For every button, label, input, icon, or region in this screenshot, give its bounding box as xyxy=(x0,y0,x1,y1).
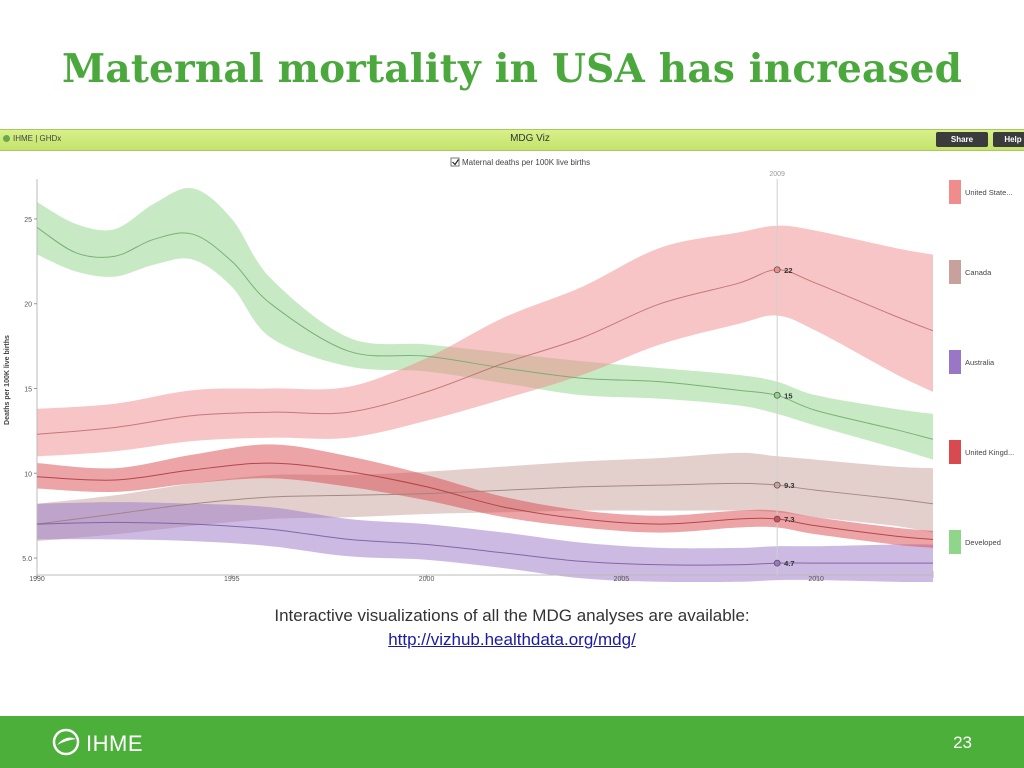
legend-label-united-state[interactable]: United State... xyxy=(965,188,1013,197)
ihme-ghdx-brand[interactable]: IHME | GHDx xyxy=(3,134,61,143)
legend-label-developed[interactable]: Developed xyxy=(965,538,1001,547)
data-label: 7.3 xyxy=(784,515,794,524)
data-point-australia[interactable] xyxy=(773,559,781,567)
x-tick-label: 1990 xyxy=(29,576,45,582)
share-button[interactable]: Share xyxy=(936,132,988,147)
footer-logo-text: IHME xyxy=(86,731,143,756)
x-tick-label: 1995 xyxy=(224,576,240,582)
highlight-year-label: 2009 xyxy=(769,171,785,178)
legend-swatch-developed[interactable] xyxy=(949,530,961,554)
series-lines xyxy=(36,226,934,566)
brand-text: IHME | GHDx xyxy=(13,134,62,143)
viz-toolbar: IHME | GHDx MDG Viz Share Help xyxy=(0,129,1024,151)
legend-swatch-canada[interactable] xyxy=(949,260,961,284)
data-label: 15 xyxy=(784,391,792,400)
legend-swatch-united-state[interactable] xyxy=(949,180,961,204)
x-tick-label: 2000 xyxy=(419,576,435,582)
legend-swatch-australia[interactable] xyxy=(949,350,961,374)
highlight-markers[interactable]: 22 9.3 4.7 7.3 15 xyxy=(773,266,795,568)
caption: Interactive visualizations of all the MD… xyxy=(0,606,1024,650)
footer-bar: IHME 23 xyxy=(0,716,1024,768)
ihme-leaf-icon xyxy=(3,135,10,143)
legend[interactable]: United State... Canada Australia United Kin… xyxy=(949,180,1014,554)
data-label: 9.3 xyxy=(784,481,794,490)
line-developed xyxy=(36,226,934,440)
y-tick-label: 15 xyxy=(24,386,32,393)
metric-title: Maternal deaths per 100K live births xyxy=(462,158,590,167)
data-point-canada[interactable] xyxy=(773,481,781,489)
y-tick-label: 20 xyxy=(24,302,32,309)
legend-label-united-kingd[interactable]: United Kingd... xyxy=(965,448,1014,457)
data-point-united-state[interactable] xyxy=(773,266,781,274)
data-point-united-kingd[interactable] xyxy=(773,515,781,523)
line-united-kingd xyxy=(36,462,934,540)
y-tick-label: 5.0 xyxy=(22,556,32,563)
band-australia xyxy=(37,502,933,582)
y-tick-label: 10 xyxy=(24,471,32,478)
caption-text: Interactive visualizations of all the MD… xyxy=(274,606,750,625)
chart[interactable]: 5.0 10 15 20 25 1990 1995 2000 2005 2010 Deaths pe… xyxy=(0,150,1024,582)
check-icon xyxy=(452,159,459,166)
x-tick-label: 2010 xyxy=(808,576,824,582)
ihme-logo-icon xyxy=(52,728,80,756)
line-canada xyxy=(36,482,934,525)
data-label: 4.7 xyxy=(784,559,794,568)
confidence-bands xyxy=(37,188,933,582)
band-developed xyxy=(37,188,933,460)
data-point-developed[interactable] xyxy=(773,391,781,399)
line-united-state xyxy=(36,269,934,435)
band-united-kingd xyxy=(37,444,933,548)
help-button[interactable]: Help xyxy=(993,132,1024,147)
y-tick-label: 25 xyxy=(24,217,32,224)
metric-checkbox[interactable] xyxy=(450,157,460,167)
x-tick-label: 2005 xyxy=(614,576,630,582)
viz-title: MDG Viz xyxy=(510,133,550,144)
legend-label-australia[interactable]: Australia xyxy=(965,358,995,367)
page-number: 23 xyxy=(953,733,972,752)
band-united-state xyxy=(37,225,933,457)
slide-title: Maternal mortality in USA has increased xyxy=(62,46,963,92)
axes: 5.0 10 15 20 25 1990 1995 2000 2005 2010 Deaths pe… xyxy=(4,171,934,582)
y-axis-label: Deaths per 100K live births xyxy=(4,335,11,425)
chart-header: Maternal deaths per 100K live births xyxy=(450,157,590,167)
vizhub-link[interactable]: http://vizhub.healthdata.org/mdg/ xyxy=(388,630,636,649)
line-australia xyxy=(36,521,933,566)
legend-swatch-united-kingd[interactable] xyxy=(949,440,961,464)
data-label: 22 xyxy=(784,266,792,275)
legend-label-canada[interactable]: Canada xyxy=(965,268,992,277)
